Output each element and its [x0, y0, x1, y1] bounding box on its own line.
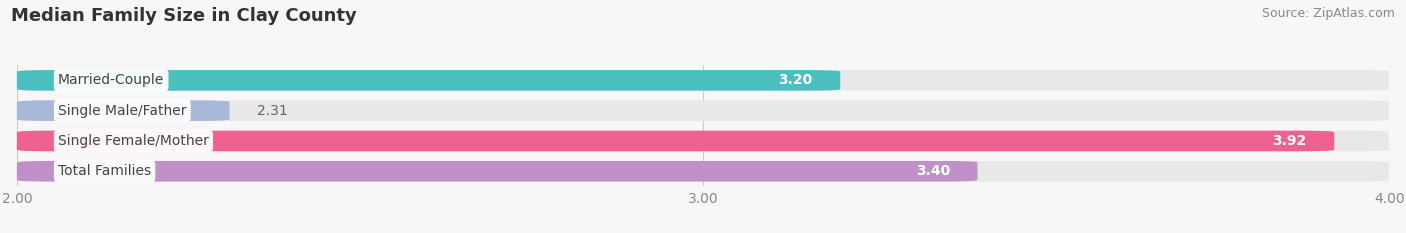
FancyBboxPatch shape: [17, 131, 1334, 151]
FancyBboxPatch shape: [17, 161, 977, 182]
FancyBboxPatch shape: [17, 100, 229, 121]
Text: 3.92: 3.92: [1272, 134, 1306, 148]
Text: 3.20: 3.20: [779, 73, 813, 87]
Text: 2.31: 2.31: [257, 104, 288, 118]
FancyBboxPatch shape: [17, 100, 1389, 121]
Text: Single Male/Father: Single Male/Father: [58, 104, 187, 118]
Text: Married-Couple: Married-Couple: [58, 73, 165, 87]
FancyBboxPatch shape: [17, 161, 1389, 182]
Text: Median Family Size in Clay County: Median Family Size in Clay County: [11, 7, 357, 25]
Text: Total Families: Total Families: [58, 164, 152, 178]
Text: Source: ZipAtlas.com: Source: ZipAtlas.com: [1261, 7, 1395, 20]
FancyBboxPatch shape: [17, 131, 1389, 151]
Text: Single Female/Mother: Single Female/Mother: [58, 134, 209, 148]
FancyBboxPatch shape: [17, 70, 1389, 91]
Text: 3.40: 3.40: [915, 164, 950, 178]
FancyBboxPatch shape: [17, 70, 841, 91]
